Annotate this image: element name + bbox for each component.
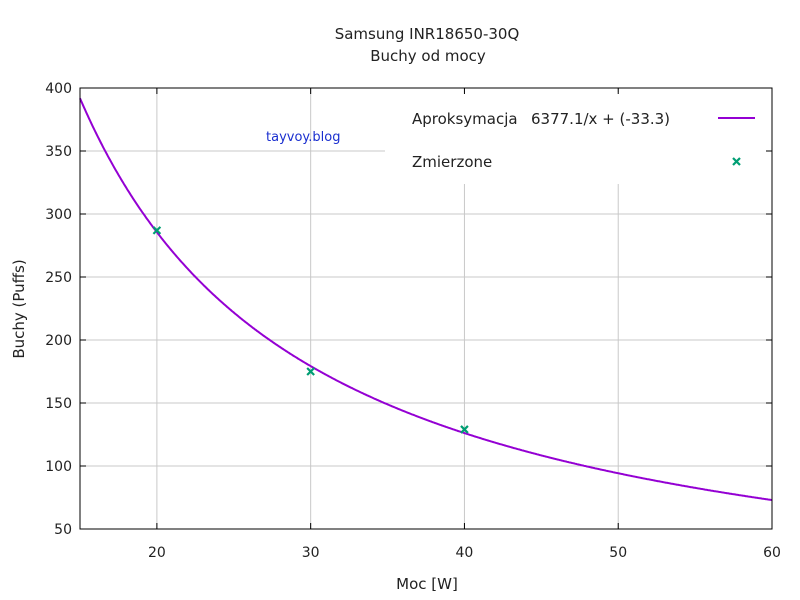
legend-box — [385, 92, 770, 184]
y-tick-label: 350 — [45, 144, 72, 160]
x-tick-label: 30 — [302, 545, 320, 561]
y-tick-label: 200 — [45, 333, 72, 349]
y-axis: 50 100 150 200 250 300 350 400 — [45, 81, 772, 538]
measured-point — [152, 226, 162, 235]
fit-series — [79, 97, 773, 501]
x-tick-label: 40 — [456, 545, 474, 561]
y-axis-label: Buchy (Puffs) — [10, 259, 28, 358]
measured-point — [306, 367, 315, 376]
chart-subtitle: Buchy od mocy — [370, 47, 486, 65]
plot-frame — [79, 87, 773, 530]
x-tick-label: 20 — [148, 545, 166, 561]
y-tick-label: 50 — [54, 522, 72, 538]
legend-swatch-measured — [732, 157, 741, 166]
watermark: tayvoy.blog — [266, 130, 340, 145]
legend-formula-fit: 6377.1/x + (-33.3) — [531, 110, 670, 128]
chart-title: Samsung INR18650-30Q — [335, 25, 520, 43]
y-tick-label: 100 — [45, 459, 72, 475]
x-tick-label: 60 — [763, 545, 781, 561]
x-tick-label: 50 — [609, 545, 627, 561]
y-tick-label: 150 — [45, 396, 72, 412]
fit-curve-line — [79, 97, 773, 501]
legend-label-measured: Zmierzone — [412, 153, 492, 171]
y-tick-label: 250 — [45, 270, 72, 286]
measured-point — [460, 425, 469, 434]
x-axis-label: Moc [W] — [396, 575, 458, 593]
y-tick-label: 400 — [45, 81, 72, 97]
y-tick-label: 300 — [45, 207, 72, 223]
legend-label-fit: Aproksymacja — [412, 110, 518, 128]
x-axis: 20 30 40 50 60 — [148, 88, 781, 561]
measured-series — [152, 226, 469, 434]
